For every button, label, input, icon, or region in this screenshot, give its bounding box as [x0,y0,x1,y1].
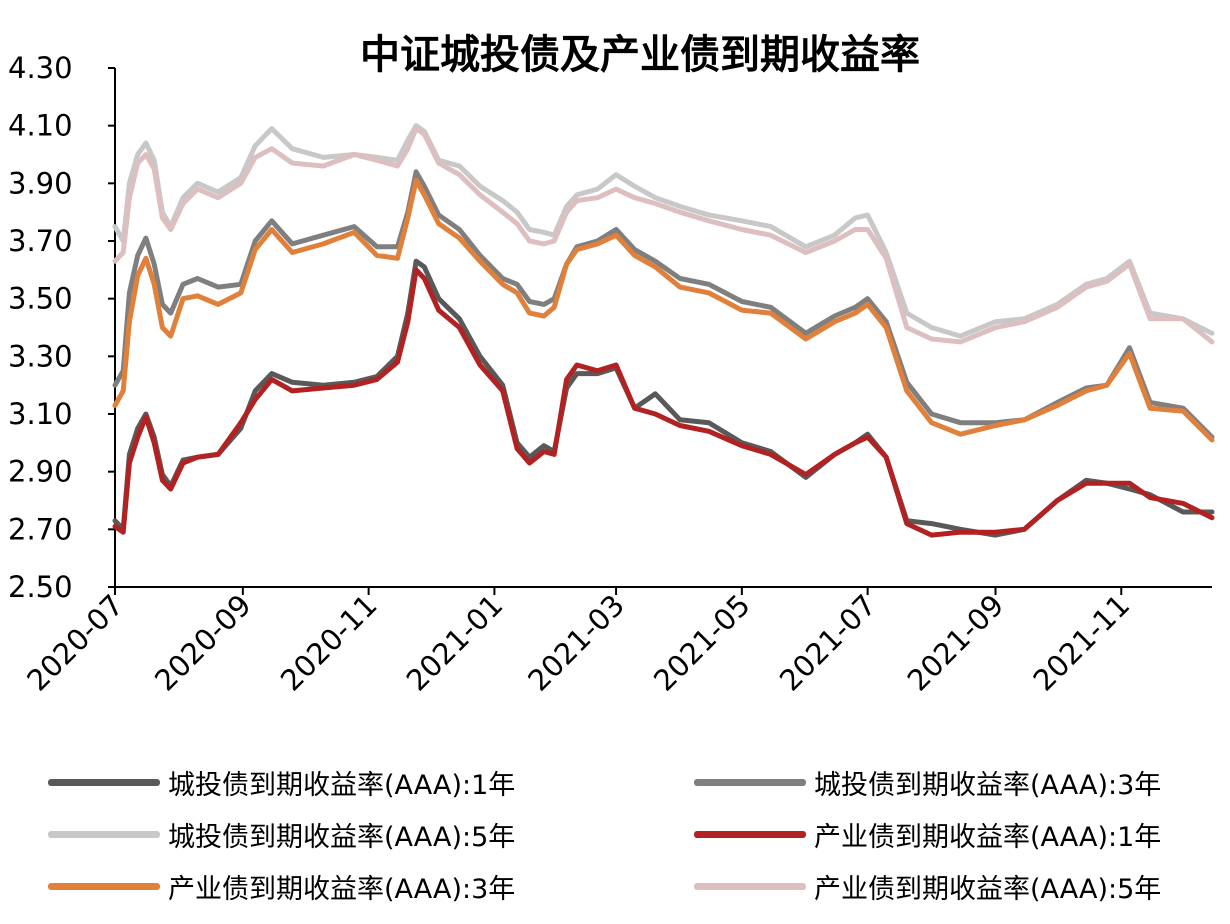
legend-label: 产业债到期收益率(AAA):1年 [814,821,1162,853]
y-tick-label: 4.10 [8,109,73,143]
legend-swatch [48,882,160,890]
x-tick-label: 2021-01 [400,588,510,698]
y-tick-label: 2.50 [8,570,73,604]
y-tick-label: 4.30 [8,51,73,85]
legend-item-4: 产业债到期收益率(AAA):1年 [694,812,1161,856]
y-tick-label: 3.30 [8,339,73,373]
legend-item-2: 城投债到期收益率(AAA):3年 [694,760,1161,804]
x-tick-label: 2021-09 [901,588,1011,698]
legend-label: 城投债到期收益率(AAA):3年 [814,769,1162,801]
y-tick-label: 3.10 [8,397,73,431]
y-axis: 2.50 2.70 2.90 3.10 3.30 3.50 3.70 3.90 4.10 4.30 [8,51,116,604]
legend-swatch [694,778,806,786]
y-tick-label: 2.90 [8,455,73,489]
y-tick-label: 3.50 [8,282,73,316]
legend-label: 产业债到期收益率(AAA):5年 [814,873,1162,905]
series-lines [112,123,1215,538]
legend-label: 城投债到期收益率(AAA):5年 [168,821,516,853]
legend-swatch [48,778,160,786]
legend-swatch [48,830,160,838]
x-tick-label: 2021-03 [521,588,631,698]
legend-swatch [694,882,806,890]
legend-item-6: 产业债到期收益率(AAA):5年 [694,864,1161,908]
chart-title: 中证城投债及产业债到期收益率 [360,32,920,78]
legend-item-3: 城投债到期收益率(AAA):5年 [48,812,515,856]
line-chart: 中证城投债及产业债到期收益率 2.50 2.70 2.90 3.10 3.30 3.50 3… [8,32,1215,698]
legend: 城投债到期收益率(AAA):1年 城投债到期收益率(AAA):3年 城投债到期收… [0,756,1230,924]
series-line-3 [112,123,1215,339]
x-tick-label: 2021-07 [773,588,883,698]
series-line-6 [112,126,1215,345]
x-tick-label: 2021-05 [647,588,757,698]
x-tick-label: 2020-11 [274,588,384,698]
x-tick-label: 2020-07 [20,588,130,698]
x-tick-label: 2020-09 [148,588,258,698]
y-tick-label: 2.70 [8,512,73,546]
series-line-5 [112,177,1215,443]
legend-swatch [694,830,806,838]
y-tick-label: 3.90 [8,166,73,200]
series-line-2 [112,169,1215,440]
x-axis: 2020-07 2020-09 2020-11 2021-01 2021-03 2021-… [20,586,1212,698]
legend-item-5: 产业债到期收益率(AAA):3年 [48,864,515,908]
legend-label: 产业债到期收益率(AAA):3年 [168,873,516,905]
series-line-4 [112,267,1215,538]
y-tick-label: 3.70 [8,224,73,258]
series-line-1 [112,258,1215,538]
legend-item-1: 城投债到期收益率(AAA):1年 [48,760,515,804]
legend-label: 城投债到期收益率(AAA):1年 [168,769,516,801]
x-tick-label: 2021-11 [1026,588,1136,698]
